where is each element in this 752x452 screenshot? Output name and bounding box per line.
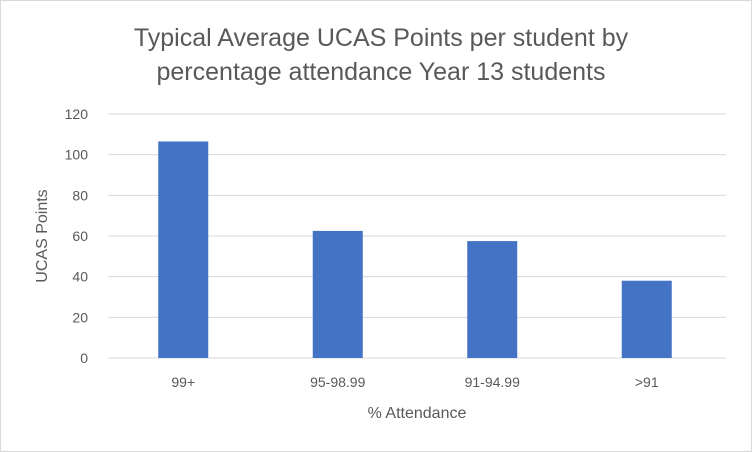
y-tick-label: 0 — [80, 350, 88, 366]
bar — [312, 230, 363, 358]
chart-title-line-2: percentage attendance Year 13 students — [156, 58, 606, 86]
y-tick-label: 80 — [72, 187, 88, 203]
y-tick-label: 60 — [72, 228, 88, 244]
bars — [158, 141, 672, 358]
y-tick-label: 100 — [65, 147, 89, 163]
x-tick-label: 99+ — [171, 374, 195, 390]
bar — [467, 241, 518, 358]
chart-title: Typical Average UCAS Points per student … — [61, 21, 701, 89]
x-tick-label: 91-94.99 — [465, 374, 520, 390]
y-tick-label: 20 — [72, 309, 88, 325]
y-tick-label: 120 — [65, 106, 89, 122]
x-axis-label: % Attendance — [368, 405, 467, 422]
y-tick-labels: 0 20 40 60 80 100 120 — [65, 106, 89, 366]
x-tick-labels: 99+ 95-98.99 91-94.99 >91 — [171, 374, 658, 390]
bar — [158, 141, 209, 358]
x-tick-label: 95-98.99 — [310, 374, 365, 390]
y-axis-label: UCAS Points — [34, 189, 51, 282]
y-tick-label: 40 — [72, 269, 88, 285]
x-tick-label: >91 — [635, 374, 659, 390]
chart-title-line-1: Typical Average UCAS Points per student … — [133, 24, 629, 52]
bar — [621, 280, 672, 358]
